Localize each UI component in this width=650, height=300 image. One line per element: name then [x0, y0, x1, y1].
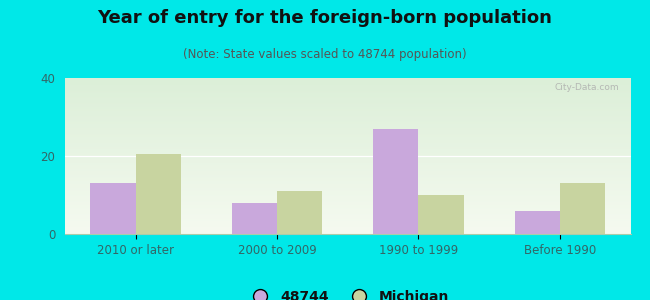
Text: Year of entry for the foreign-born population: Year of entry for the foreign-born popul… — [98, 9, 552, 27]
Bar — [515, 211, 560, 234]
Bar — [90, 183, 136, 234]
Bar — [560, 183, 605, 234]
Bar — [419, 195, 463, 234]
Bar — [232, 203, 277, 234]
Bar — [373, 129, 419, 234]
Text: City-Data.com: City-Data.com — [554, 83, 619, 92]
Text: (Note: State values scaled to 48744 population): (Note: State values scaled to 48744 popu… — [183, 48, 467, 61]
Legend: 48744, Michigan: 48744, Michigan — [241, 285, 454, 300]
Bar — [277, 191, 322, 234]
Bar — [136, 154, 181, 234]
